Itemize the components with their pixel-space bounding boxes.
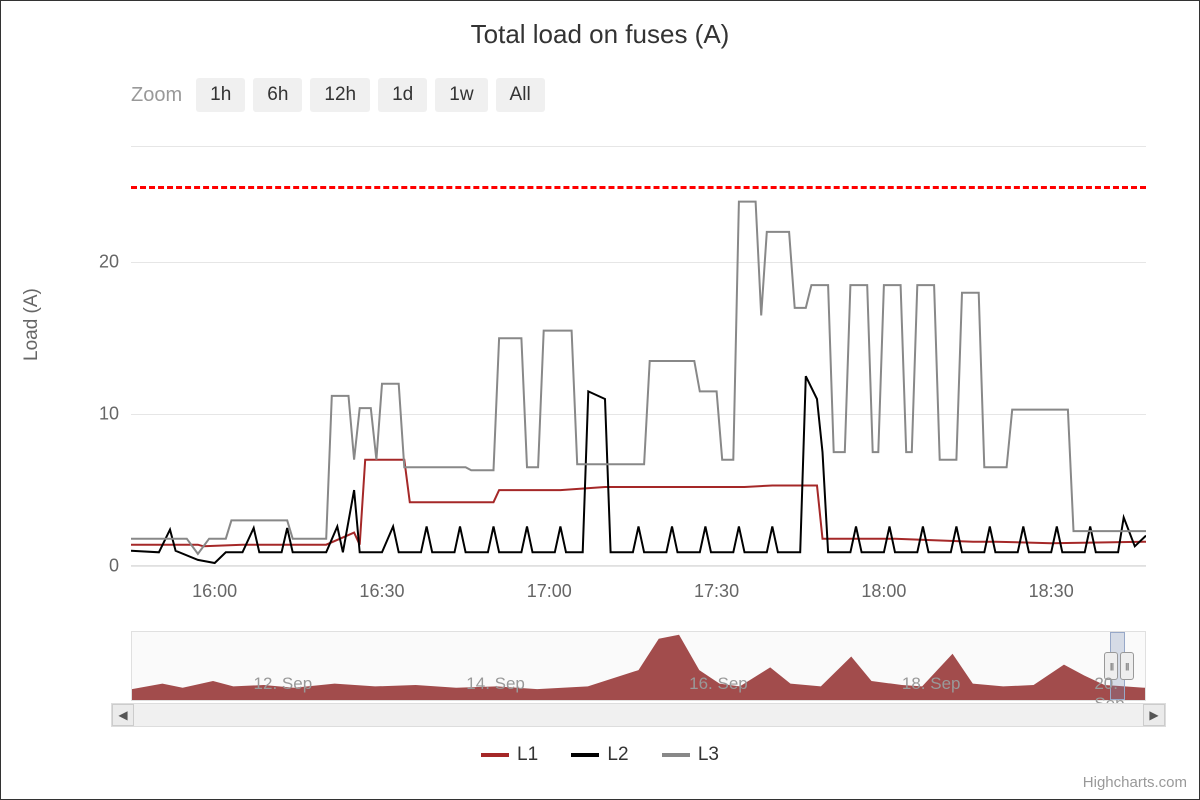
- zoom-btn-all[interactable]: All: [496, 78, 545, 112]
- y-axis-title: Load (A): [21, 288, 43, 361]
- zoom-btn-6h[interactable]: 6h: [253, 78, 302, 112]
- navigator-date-label: 16. Sep: [689, 674, 748, 694]
- zoom-btn-1h[interactable]: 1h: [196, 78, 245, 112]
- zoom-label: Zoom: [131, 84, 182, 107]
- y-tick-label: 0: [59, 556, 119, 577]
- navigator[interactable]: ||| ||| 12. Sep14. Sep16. Sep18. Sep20. …: [131, 631, 1146, 701]
- zoom-controls: Zoom 1h 6h 12h 1d 1w All: [1, 50, 1199, 112]
- legend-label-l3: L3: [698, 744, 719, 766]
- x-tick-label: 18:30: [1029, 581, 1074, 602]
- y-tick-label: 20: [59, 252, 119, 273]
- legend-item-l2[interactable]: L2: [571, 744, 628, 766]
- legend: L1 L2 L3: [1, 741, 1199, 766]
- navigator-date-label: 14. Sep: [466, 674, 525, 694]
- scroll-right-button[interactable]: ▶: [1143, 704, 1165, 726]
- chart-title: Total load on fuses (A): [1, 1, 1199, 50]
- scroll-left-button[interactable]: ◀: [112, 704, 134, 726]
- legend-item-l1[interactable]: L1: [481, 744, 538, 766]
- series-svg: [131, 156, 1146, 566]
- legend-swatch-l1: [481, 753, 509, 757]
- x-tick-label: 18:00: [861, 581, 906, 602]
- chart-container: Total load on fuses (A) Zoom 1h 6h 12h 1…: [0, 0, 1200, 800]
- legend-swatch-l3: [662, 753, 690, 757]
- legend-label-l2: L2: [607, 744, 628, 766]
- x-tick-label: 16:30: [359, 581, 404, 602]
- navigator-scrollbar[interactable]: ◀ ▶: [111, 703, 1166, 727]
- credits-link[interactable]: Highcharts.com: [1083, 774, 1187, 791]
- legend-item-l3[interactable]: L3: [662, 744, 719, 766]
- legend-swatch-l2: [571, 753, 599, 757]
- zoom-btn-1d[interactable]: 1d: [378, 78, 427, 112]
- navigator-date-label: 18. Sep: [902, 674, 961, 694]
- x-tick-label: 17:00: [527, 581, 572, 602]
- plot-area[interactable]: [131, 156, 1146, 566]
- navigator-date-label: 12. Sep: [254, 674, 313, 694]
- x-tick-label: 16:00: [192, 581, 237, 602]
- legend-label-l1: L1: [517, 744, 538, 766]
- y-tick-label: 10: [59, 404, 119, 425]
- zoom-btn-12h[interactable]: 12h: [310, 78, 370, 112]
- zoom-btn-1w[interactable]: 1w: [435, 78, 487, 112]
- x-tick-label: 17:30: [694, 581, 739, 602]
